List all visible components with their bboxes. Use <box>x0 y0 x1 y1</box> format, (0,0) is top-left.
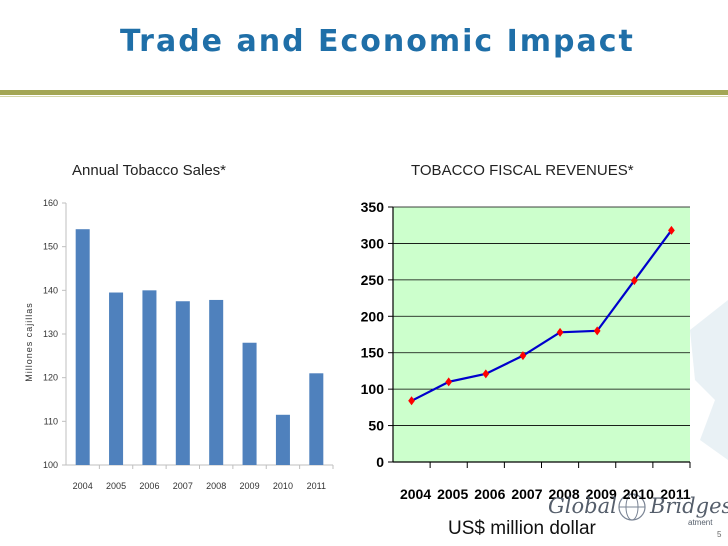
watermark-global: Global <box>548 494 617 518</box>
title-divider <box>0 90 728 95</box>
bar-y-tick-label: 140 <box>43 285 58 295</box>
line-point-2005 <box>445 377 453 387</box>
line-y-tick-label: 250 <box>361 272 385 288</box>
line-y-tick-label: 100 <box>361 381 385 397</box>
page-number: 5 <box>717 530 722 539</box>
line-plot-area <box>393 207 690 462</box>
bar-2010 <box>275 414 290 465</box>
bar-x-tick-label: 2005 <box>106 481 126 491</box>
line-y-tick-label: 350 <box>361 199 385 215</box>
line-series-revenues <box>411 229 673 402</box>
bar-2004 <box>75 229 90 465</box>
line-point-2006 <box>482 369 490 379</box>
line-y-tick-label: 0 <box>376 454 384 470</box>
line-point-2004 <box>408 396 415 406</box>
line-point-2010 <box>630 276 638 286</box>
bar-y-tick-label: 150 <box>43 242 58 252</box>
bar-x-tick-label: 2010 <box>273 481 293 491</box>
line-point-2009 <box>593 326 601 336</box>
bar-x-tick-label: 2007 <box>173 481 193 491</box>
bar-y-tick-label: 110 <box>44 416 58 426</box>
bar-x-tick-label: 2009 <box>240 481 260 491</box>
line-y-tick-label: 300 <box>361 235 385 251</box>
bar-2011 <box>309 373 324 465</box>
line-x-tick-label: 2005 <box>437 486 468 502</box>
currency-note: US$ million dollar <box>448 518 596 539</box>
watermark-bridges: Bridges <box>650 494 728 518</box>
bar-2005 <box>109 292 124 465</box>
slide-title: Trade and Economic Impact <box>120 24 635 59</box>
line-x-tick-label: 2009 <box>586 486 617 502</box>
bar-chart-title: Annual Tobacco Sales* <box>72 162 226 179</box>
line-y-tick-label: 50 <box>368 418 384 434</box>
bar-x-tick-label: 2006 <box>139 481 159 491</box>
line-y-tick-label: 150 <box>361 345 385 361</box>
line-y-tick-label: 200 <box>361 308 385 324</box>
title-divider-thin <box>0 96 728 97</box>
watermark-small-text: atment <box>688 518 713 527</box>
line-x-tick-label: 2004 <box>400 486 431 502</box>
line-x-tick-label: 2007 <box>511 486 542 502</box>
line-chart-title: TOBACCO FISCAL REVENUES* <box>411 162 634 179</box>
line-point-2011 <box>668 225 675 235</box>
map-texture-decoration <box>690 300 728 460</box>
bar-y-tick-label: 120 <box>43 373 58 383</box>
line-x-tick-label: 2006 <box>474 486 505 502</box>
bar-2007 <box>175 301 190 465</box>
line-point-2007 <box>519 351 527 361</box>
line-x-tick-label: 2008 <box>548 486 579 502</box>
bar-2008 <box>209 299 224 465</box>
line-x-tick-label: 2011 <box>660 486 691 502</box>
line-point-2008 <box>556 327 564 337</box>
bar-x-tick-label: 2004 <box>73 481 93 491</box>
bar-y-axis-label: Millones cajillas <box>24 302 34 382</box>
bar-y-tick-label: 130 <box>43 329 58 339</box>
bar-x-tick-label: 2011 <box>307 481 326 491</box>
bar-y-tick-label: 160 <box>43 198 58 208</box>
bar-2006 <box>142 290 157 465</box>
bar-y-tick-label: 100 <box>43 460 58 470</box>
line-x-tick-label: 2010 <box>623 486 654 502</box>
bar-x-tick-label: 2008 <box>206 481 226 491</box>
bar-2009 <box>242 342 257 465</box>
